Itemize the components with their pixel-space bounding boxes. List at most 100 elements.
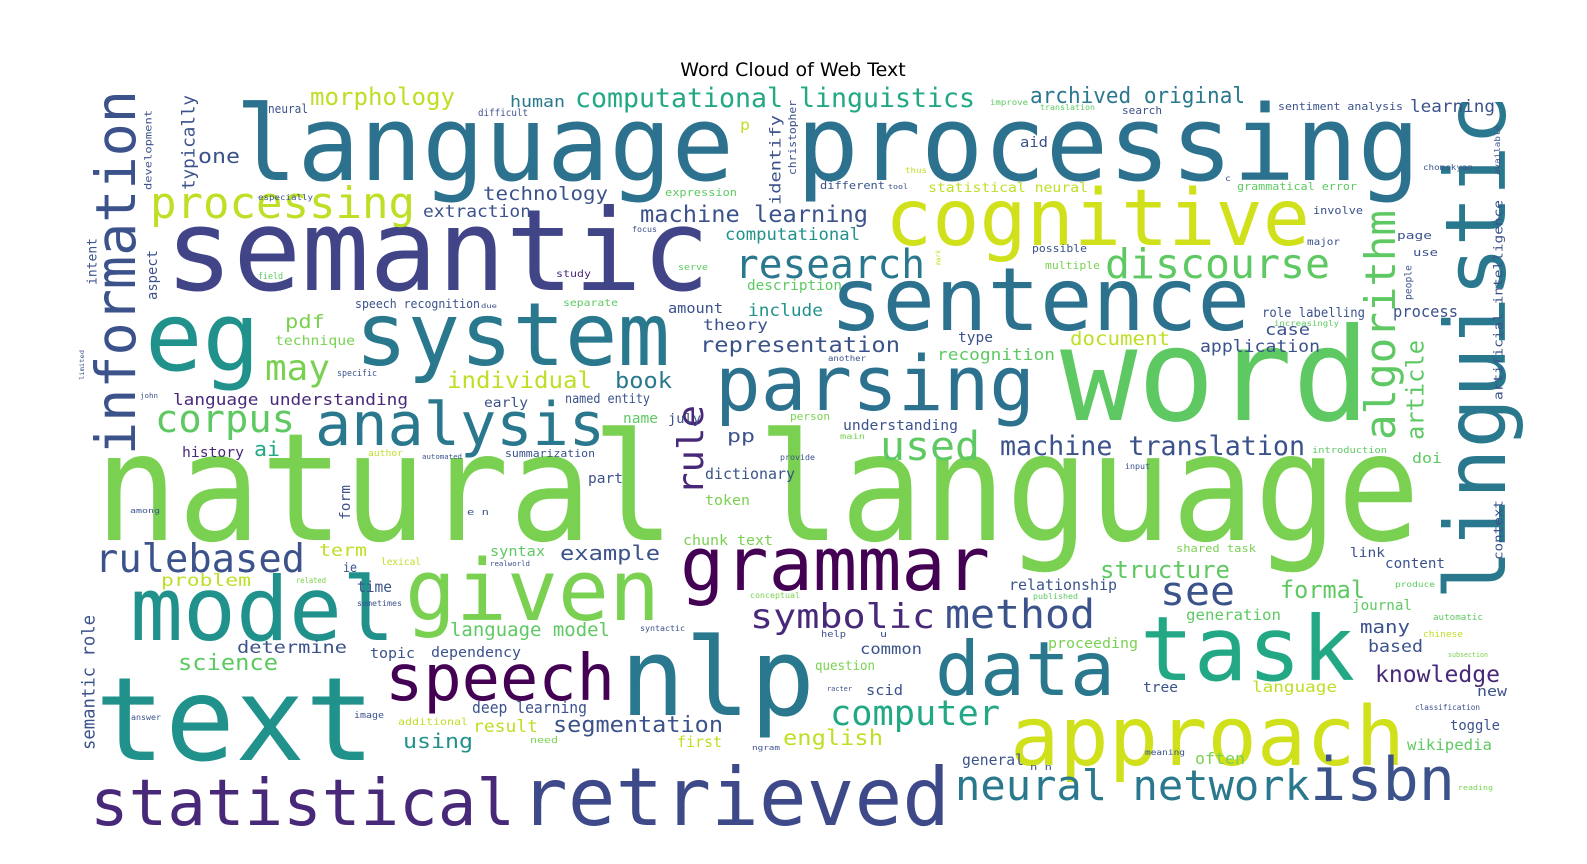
word: language model — [450, 619, 610, 641]
word: conceptual — [750, 591, 800, 600]
word: answer — [131, 713, 161, 722]
word: human — [510, 92, 565, 111]
word: ngram — [752, 744, 780, 752]
word: used — [880, 424, 980, 470]
word: tree — [1143, 680, 1178, 696]
word: retrieved — [520, 751, 950, 844]
word: segmentation — [553, 713, 723, 738]
word: typically — [178, 95, 199, 190]
word: word — [1060, 301, 1370, 451]
word: difficult — [478, 108, 528, 119]
word: automated — [422, 453, 462, 461]
word: doi — [1412, 451, 1442, 467]
word: structure — [1100, 556, 1230, 584]
word: automatic — [1433, 613, 1483, 623]
word: individual — [447, 368, 592, 394]
word: extraction — [423, 202, 531, 222]
word: deep learning — [472, 698, 587, 717]
word: first — [677, 733, 722, 751]
word: shared task — [1176, 542, 1256, 555]
word: semantic — [165, 185, 710, 317]
word: machine translation — [1000, 431, 1305, 462]
word: especially — [258, 193, 313, 202]
word: rule — [671, 405, 712, 495]
word: development — [144, 110, 155, 190]
word: lexical — [381, 557, 421, 568]
word: toggle — [1450, 718, 1500, 734]
word: see — [1160, 569, 1235, 615]
word: natural language — [95, 402, 1420, 576]
word: rulebased — [95, 537, 305, 582]
word: may — [265, 348, 330, 389]
word: dependency — [431, 645, 521, 661]
word: formal — [1280, 576, 1365, 604]
word: tool — [888, 183, 908, 191]
word: result — [473, 717, 538, 737]
word: recognition — [937, 345, 1055, 364]
word: computational linguistics — [575, 83, 975, 114]
word: available — [1493, 125, 1502, 175]
word: research — [735, 242, 925, 288]
word: july — [668, 412, 701, 427]
word: input — [1125, 462, 1150, 471]
word: wikipedia — [1407, 736, 1492, 754]
word: morphology — [310, 83, 455, 111]
word: part — [588, 471, 623, 487]
word: book — [615, 369, 672, 394]
word: racter — [827, 685, 852, 693]
word: focus — [632, 225, 657, 234]
word: text — [95, 653, 375, 788]
word: intent — [86, 238, 101, 285]
word: increasingly — [1274, 319, 1339, 328]
word: new — [1477, 684, 1508, 700]
word: study — [556, 269, 591, 280]
word: c — [1225, 174, 1231, 183]
word: archived original — [1030, 84, 1245, 109]
word: ai — [254, 437, 280, 461]
word: token — [705, 493, 750, 509]
word: language understanding — [173, 390, 408, 409]
word: theory — [703, 316, 768, 334]
word: relationship — [1009, 576, 1117, 594]
word: type — [958, 330, 993, 346]
word: understanding — [843, 418, 958, 434]
word: article — [1402, 340, 1430, 440]
word: aspect — [145, 250, 161, 300]
word: description — [747, 278, 842, 294]
word: approach — [1010, 690, 1405, 785]
word: based — [1368, 637, 1423, 657]
word: sometimes — [357, 599, 402, 608]
word: aid — [1020, 135, 1048, 151]
word: translation — [1040, 103, 1095, 112]
word: computational — [725, 225, 860, 245]
word: context — [1491, 500, 1505, 560]
word: problem — [161, 571, 251, 591]
word: history — [182, 445, 244, 461]
word: amount — [668, 301, 723, 317]
word: u — [880, 630, 887, 640]
word: discourse — [1105, 240, 1330, 288]
word: meaning — [1145, 748, 1185, 757]
word: science — [178, 651, 278, 676]
word: technology — [483, 183, 608, 205]
word: knowledge — [1375, 662, 1500, 688]
word: common — [860, 640, 922, 658]
word: chinese — [1423, 630, 1463, 640]
word: application — [1200, 337, 1320, 357]
word: major — [1307, 237, 1340, 248]
word: sentence — [830, 249, 1250, 351]
word: language processing — [235, 83, 1420, 205]
word: dictionary — [705, 465, 795, 483]
word: summarization — [505, 447, 595, 460]
word: processing — [150, 178, 415, 229]
word: e n — [467, 508, 489, 518]
word: main — [840, 432, 865, 441]
word: person — [790, 410, 830, 423]
word: topic — [370, 646, 415, 662]
word: use — [1413, 246, 1438, 259]
word: grammatical error — [1237, 180, 1357, 193]
word: english — [783, 726, 883, 750]
